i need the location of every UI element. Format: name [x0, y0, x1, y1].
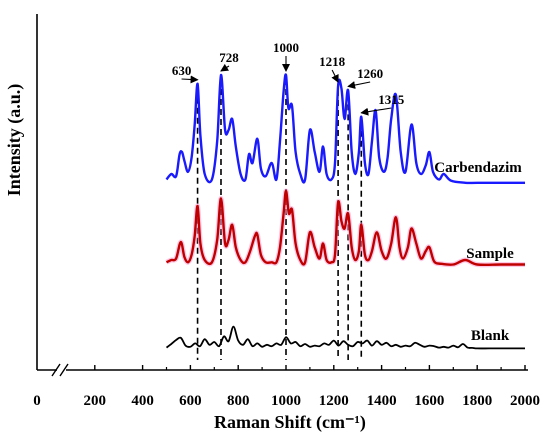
y-axis-title: Intensity (a.u.): [4, 84, 25, 197]
x-axis-title: Raman Shift (cm⁻¹): [214, 412, 366, 433]
peak-arrow: [220, 63, 230, 72]
peak-arrow: [360, 107, 392, 116]
peak-annotations: 630 728 1000 1218 1260 1315: [172, 40, 405, 116]
series-line-carbendazim: [165, 73, 525, 185]
x-tick-label: 2000: [510, 393, 540, 409]
x-axis-ticks: 0 200 400 600 800 1000 1200 1400 1600 1800 2000: [33, 365, 540, 409]
x-tick-label: 400: [131, 393, 154, 409]
x-tick-label: 1600: [414, 393, 444, 409]
x-tick-label: 800: [227, 393, 250, 409]
axis-break-mark: [51, 363, 61, 377]
x-tick-label: 600: [179, 393, 202, 409]
x-tick-label: 1200: [319, 393, 349, 409]
peak-arrow: [347, 81, 371, 89]
peak-arrow: [181, 75, 199, 84]
series-line-sample: [165, 189, 525, 267]
peak-label: 1218: [319, 54, 346, 69]
series-label-blank: Blank: [471, 328, 510, 344]
axis-break-mark: [59, 363, 69, 377]
x-tick-label: 1800: [462, 393, 492, 409]
peak-label: 1000: [273, 40, 299, 55]
peak-label: 728: [219, 50, 239, 65]
series-label-sample: Sample: [466, 246, 514, 262]
plot-frame: [36, 14, 528, 377]
x-tick-label: 0: [33, 393, 41, 409]
spectra: [165, 73, 525, 350]
x-tick-label: 1000: [271, 393, 301, 409]
peak-arrow: [331, 69, 339, 83]
series-labels: Carbendazim Sample Blank: [434, 160, 522, 344]
peak-label: 1315: [378, 92, 405, 107]
peak-label: 630: [172, 63, 192, 78]
x-tick-label: 200: [84, 393, 107, 409]
series-line-blank: [165, 325, 525, 350]
peak-label: 1260: [357, 66, 383, 81]
x-tick-label: 1400: [367, 393, 397, 409]
series-label-carbendazim: Carbendazim: [434, 160, 522, 176]
